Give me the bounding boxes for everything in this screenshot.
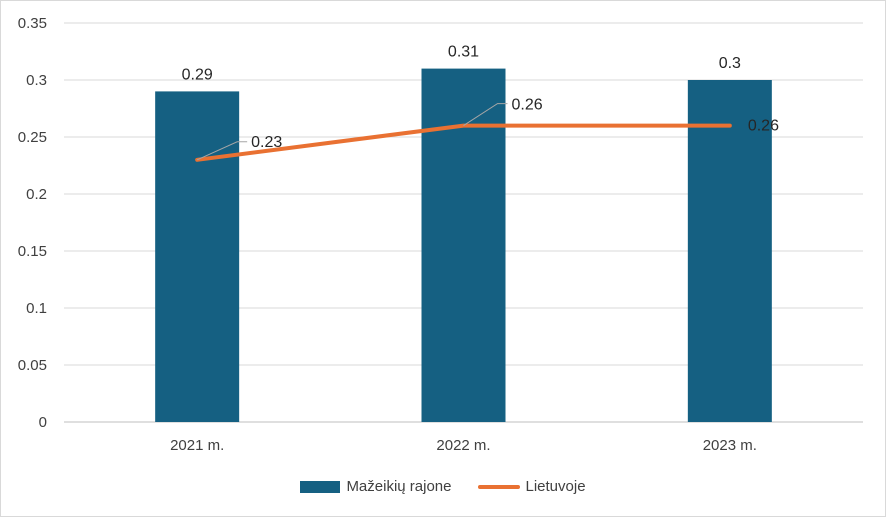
bar — [687, 80, 772, 422]
bar-data-label: 0.31 — [448, 44, 479, 61]
y-tick-label: 0.15 — [18, 243, 47, 260]
x-tick-label: 2021 m. — [170, 437, 224, 454]
chart-plot: 0 0.05 0.1 0.15 0.2 0.25 0.3 0.35 2021 m. 2022 m.… — [18, 15, 863, 454]
legend-line-label: Lietuvoje — [525, 478, 586, 495]
bar-data-label: 0.29 — [182, 66, 213, 83]
bar-data-label: 0.3 — [719, 55, 741, 72]
y-tick-label: 0.2 — [26, 186, 47, 203]
y-tick-label: 0.25 — [18, 129, 47, 146]
chart-legend: Mažeikių rajone Lietuvoje — [0, 478, 886, 495]
line-data-label: 0.26 — [748, 118, 779, 135]
legend-bar-swatch — [300, 480, 341, 493]
bar — [421, 68, 506, 422]
x-tick-label: 2023 m. — [703, 437, 757, 454]
legend-bar-label: Mažeikių rajone — [346, 478, 452, 495]
y-tick-label: 0.3 — [26, 72, 47, 89]
legend-item-line: Lietuvoje — [477, 478, 586, 495]
legend-line-swatch — [477, 484, 520, 489]
leader-line — [463, 103, 508, 127]
y-tick-label: 0.1 — [26, 300, 47, 317]
line-data-label: 0.23 — [251, 134, 282, 151]
y-tick-label: 0.05 — [18, 357, 47, 374]
y-tick-label: 0.35 — [18, 15, 47, 32]
bar — [155, 91, 240, 423]
x-tick-label: 2022 m. — [436, 437, 490, 454]
line-data-label: 0.26 — [512, 97, 543, 114]
legend-item-bar: Mažeikių rajone — [300, 478, 452, 495]
y-tick-label: 0 — [39, 414, 47, 431]
leader-line — [196, 141, 248, 161]
